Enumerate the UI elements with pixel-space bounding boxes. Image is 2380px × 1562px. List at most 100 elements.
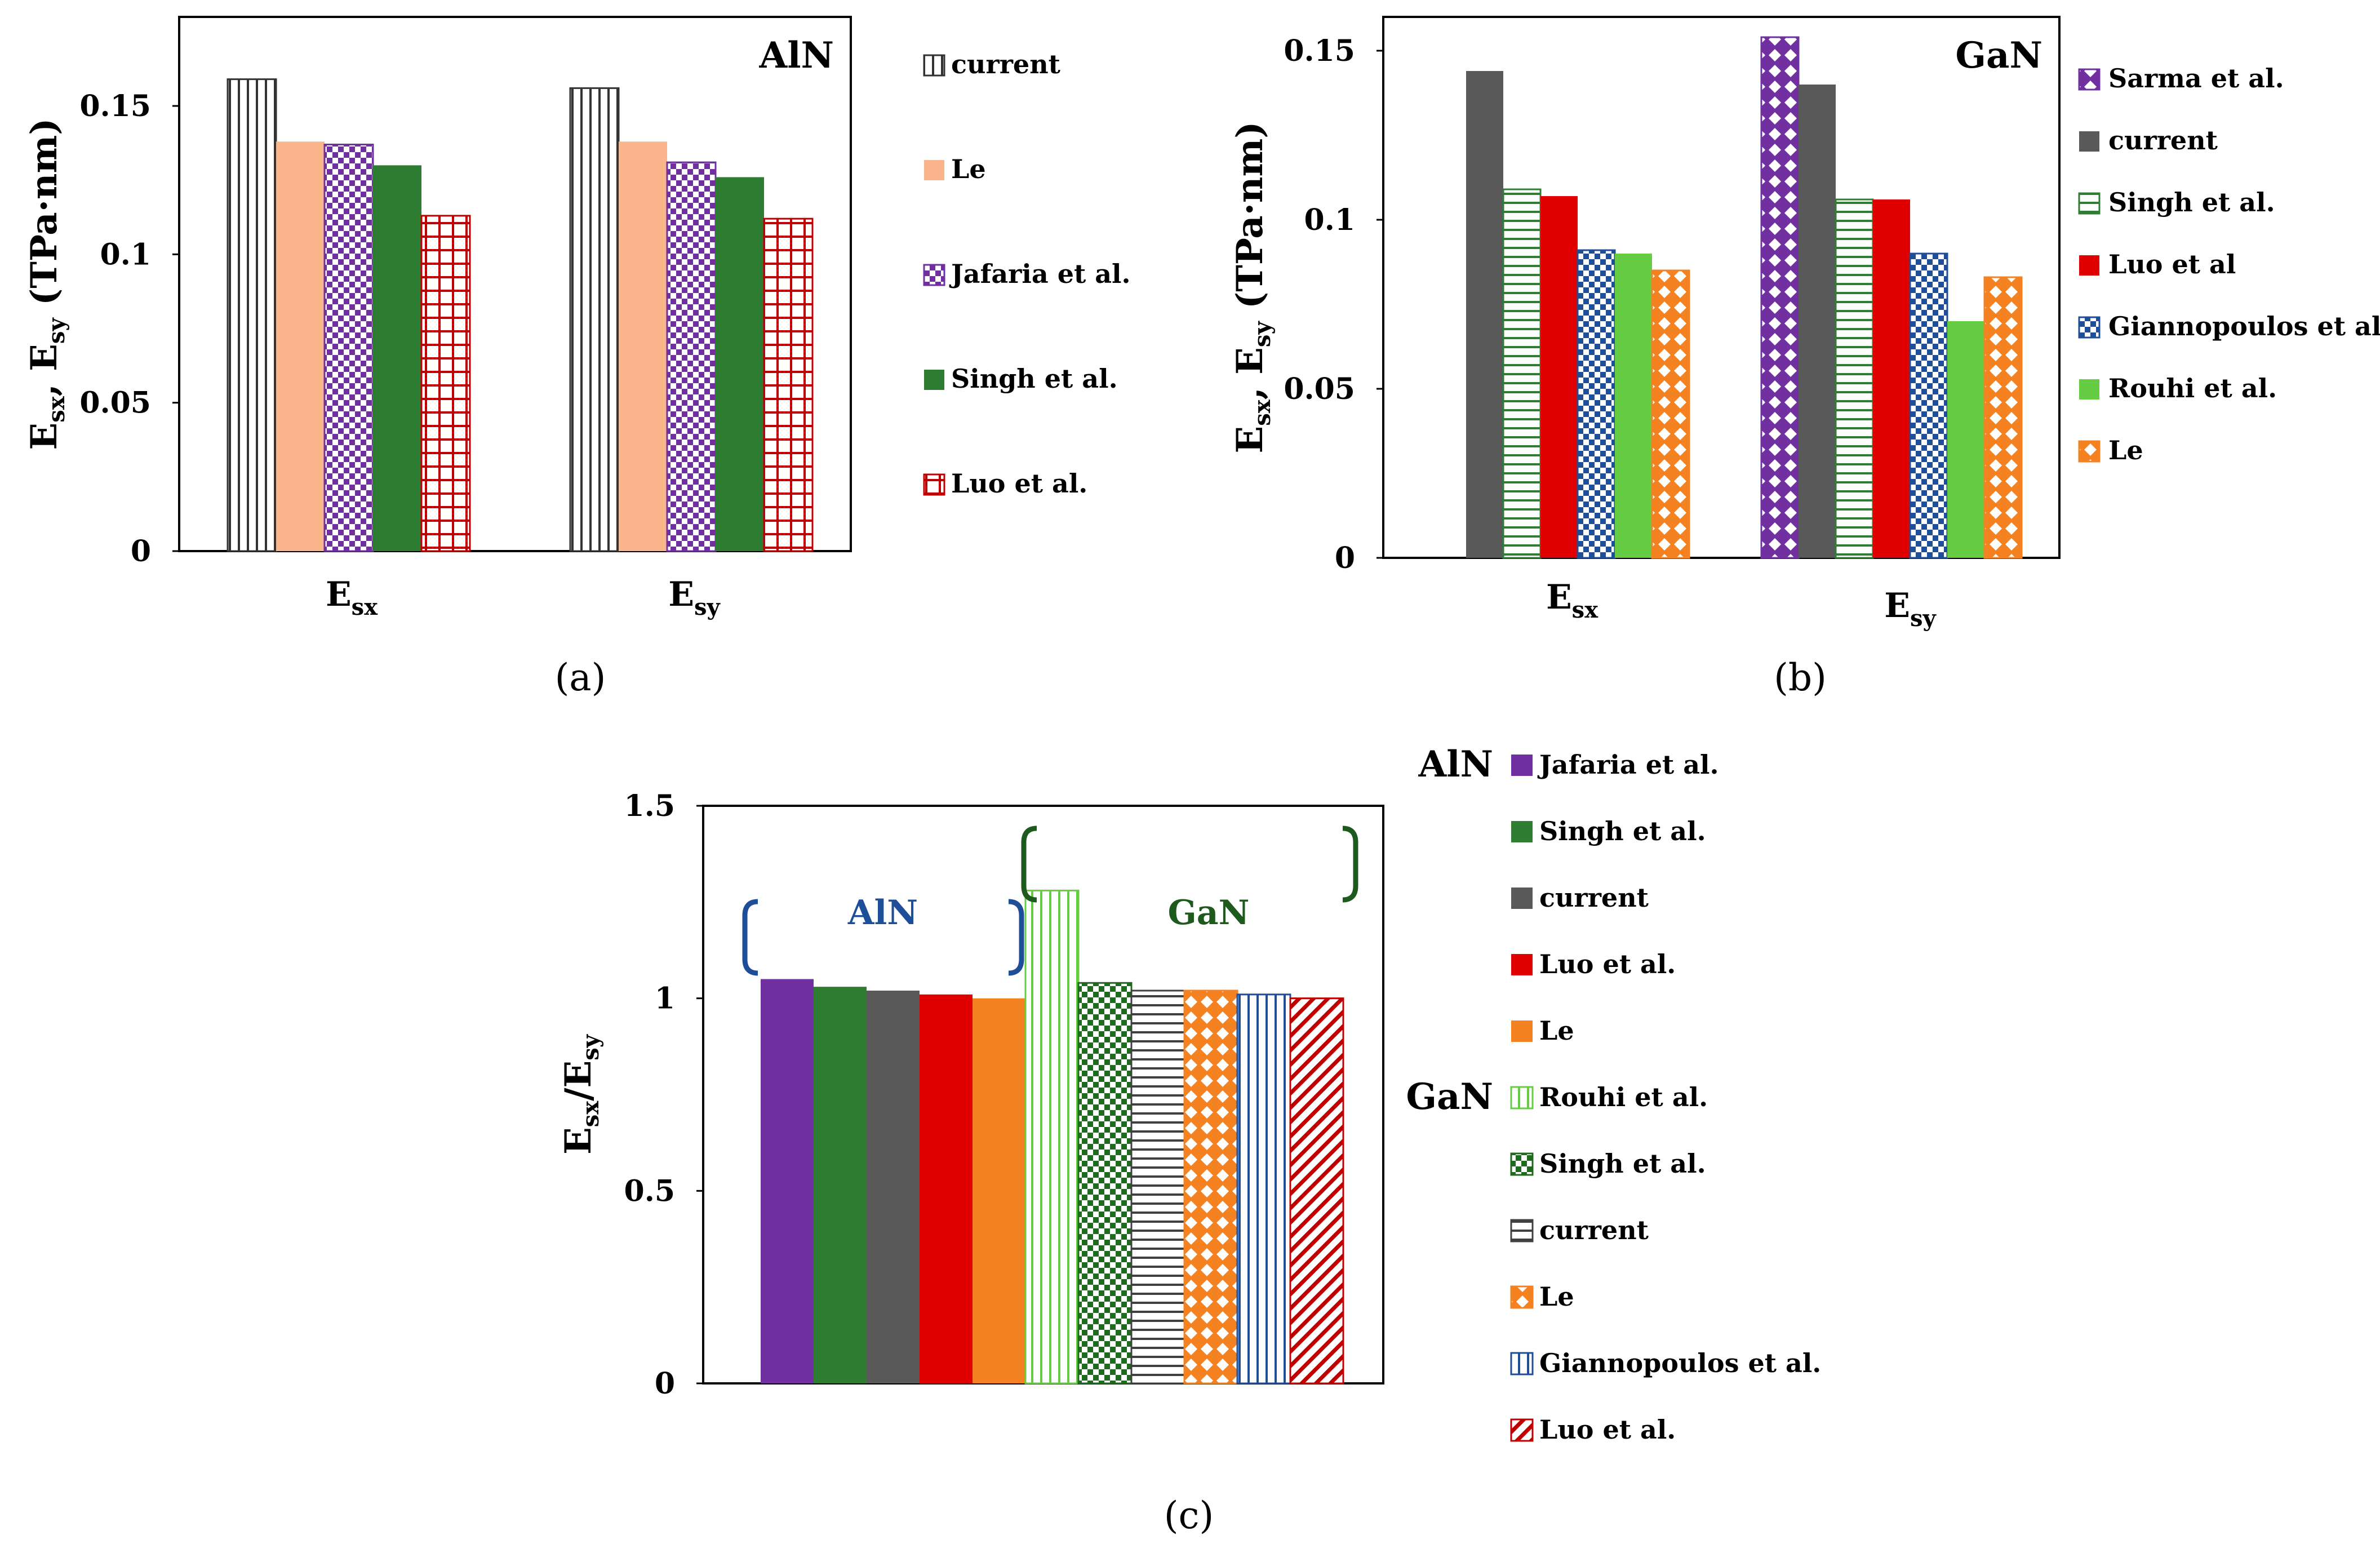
bar-luo-et-al-sx — [1540, 196, 1578, 558]
legend-swatch — [923, 473, 945, 496]
bar-luo-et-al-sy — [1873, 199, 1910, 558]
panel-label: (a) — [555, 656, 606, 699]
legend-swatch — [2079, 131, 2099, 152]
legend-label-aln-current: current — [1539, 882, 1649, 913]
legend-swatch — [923, 264, 945, 286]
y-axis-label: Esx/Esy — [557, 1033, 604, 1155]
aln-bracket-left — [742, 899, 758, 976]
legend-label-gan-singh-et-al: Singh et al. — [1539, 1148, 1706, 1179]
y-axis-label: Esx, Esy (TPa·nm) — [1229, 121, 1276, 453]
gan-bracket-right — [1342, 826, 1358, 903]
legend-group-gan: GaN — [1406, 1076, 1493, 1118]
bar-gan-le — [1183, 989, 1238, 1384]
legend-label-luo-et-al: Luo et al — [2108, 249, 2236, 279]
panel-label: (c) — [1164, 1494, 1214, 1537]
bar-gan-luo-et-al — [1289, 997, 1344, 1384]
bar-jafaria-et-al-sy — [666, 161, 717, 552]
legend-label-current: current — [951, 49, 1061, 79]
legend-swatch — [2079, 255, 2099, 276]
y-tick-label: 1.5 — [624, 789, 675, 823]
legend-swatch — [2078, 316, 2101, 339]
bar-singh-et-al-sx — [1502, 188, 1542, 559]
bar-current-sx — [227, 78, 277, 552]
legend-swatch — [1510, 1086, 1534, 1110]
legend-label-gan-giannopoulos-et-al: Giannopoulos et al. — [1539, 1348, 1821, 1378]
legend-swatch — [924, 160, 944, 180]
bar-current-sy — [569, 87, 620, 552]
legend-label-aln-luo-et-al: Luo et al. — [1539, 949, 1676, 979]
y-tick-label: 0.1 — [1304, 203, 1355, 237]
legend-swatch — [1510, 1352, 1534, 1375]
bar-giannopoulos-et-al-sy — [1909, 252, 1948, 559]
legend-label-gan-luo-et-al: Luo et al. — [1539, 1414, 1676, 1445]
legend-swatch — [2079, 379, 2099, 400]
y-tick-label: 0.05 — [79, 386, 151, 420]
bar-luo-et-al-sx — [420, 215, 471, 552]
bar-gan-current — [1130, 989, 1185, 1384]
bar-le-sy — [619, 141, 667, 551]
bar-gan-giannopoulos-et-al — [1236, 993, 1291, 1384]
panel-c-chart: 0 0.5 1 1.5 Esx/Esy AlN GaN AlN GaN Jafaria et al… — [557, 743, 1821, 1537]
x-category-label: Esx — [1546, 578, 1598, 623]
aln-bracket-right — [1008, 899, 1024, 976]
legend-label-rouhi-et-al: Rouhi et al. — [2108, 373, 2277, 403]
y-tick-label: 0.05 — [1284, 372, 1355, 406]
bar-rouhi-et-al-sx — [1615, 254, 1652, 558]
bar-gan-singh-et-al — [1077, 982, 1133, 1384]
x-category-label: Esx — [326, 575, 378, 620]
bar-le-sy — [1983, 276, 2023, 559]
y-axis-label: Esx, Esy (TPa·nm) — [23, 118, 70, 450]
panel-title: GaN — [1955, 34, 2042, 77]
legend-swatch — [1510, 1152, 1534, 1176]
y-tick-label: 0.15 — [1284, 34, 1355, 68]
bar-singh-et-al-sx — [373, 165, 421, 551]
aln-group-label: AlN — [847, 893, 918, 933]
legend-swatch — [1511, 888, 1533, 909]
panel-title: AlN — [759, 34, 834, 77]
legend-label-sarma-et-al: Sarma et al. — [2108, 63, 2284, 94]
legend-swatch — [1510, 1285, 1534, 1309]
legend-swatch — [1511, 954, 1533, 975]
y-tick-label: 1 — [655, 982, 675, 1016]
y-tick-label: 0.5 — [624, 1174, 675, 1208]
panel-b-chart: 0 0.05 0.1 0.15 Esx, Esy (TPa·nm) GaN Esx Esy Sa… — [1229, 16, 2380, 699]
panel-a-chart: 0 0.05 0.1 0.15 Esx, Esy (TPa·nm) AlN Esx Esy cu… — [23, 16, 1131, 699]
legend-swatch — [1511, 755, 1533, 776]
y-tick-label: 0 — [1335, 541, 1355, 575]
y-tick-label: 0.15 — [79, 89, 151, 123]
bar-sarma-et-al-sy — [1760, 36, 1800, 559]
legend-group-aln: AlN — [1418, 743, 1493, 786]
bar-giannopoulos-et-al-sx — [1577, 249, 1616, 559]
legend-label-le: Le — [951, 154, 986, 184]
bar-gan-rouhi-et-al — [1024, 889, 1080, 1384]
legend-swatch — [924, 370, 944, 390]
bar-jafaria-et-al-sx — [323, 143, 374, 552]
legend-label-current: current — [2108, 125, 2218, 156]
y-tick-label: 0 — [655, 1366, 675, 1401]
legend-swatch — [923, 54, 945, 77]
bar-luo-et-al-sy — [763, 218, 814, 552]
legend-label-aln-le: Le — [1539, 1015, 1574, 1046]
x-category-label: Esy — [668, 575, 721, 620]
bar-aln-le — [973, 998, 1025, 1383]
legend-swatch — [1510, 1219, 1534, 1242]
legend-label-singh-et-al: Singh et al. — [2108, 187, 2275, 218]
bar-aln-luo-et-al — [920, 994, 973, 1383]
legend-label-giannopoulos-et-al: Giannopoulos et al. — [2108, 311, 2380, 341]
legend-label-aln-singh-et-al: Singh et al. — [1539, 816, 1706, 846]
legend-label-aln-jafaria-et-al: Jafaria et al. — [1537, 749, 1719, 780]
bar-singh-et-al-sy — [716, 177, 764, 551]
legend-label-singh-et-al: Singh et al. — [951, 363, 1118, 394]
x-category-label: Esy — [1884, 586, 1937, 632]
bar-aln-singh-et-al — [814, 987, 867, 1383]
legend-label-le: Le — [2108, 435, 2143, 465]
legend-swatch — [2078, 192, 2101, 215]
legend-label-gan-current: current — [1539, 1215, 1649, 1245]
bar-singh-et-al-sy — [1835, 198, 1874, 559]
legend-label-luo-et-al: Luo et al. — [951, 468, 1087, 499]
bar-le-sx — [1651, 269, 1690, 559]
legend-swatch — [1510, 1418, 1534, 1442]
bar-le-sx — [276, 141, 325, 551]
bar-aln-jafaria-et-al — [761, 979, 814, 1383]
